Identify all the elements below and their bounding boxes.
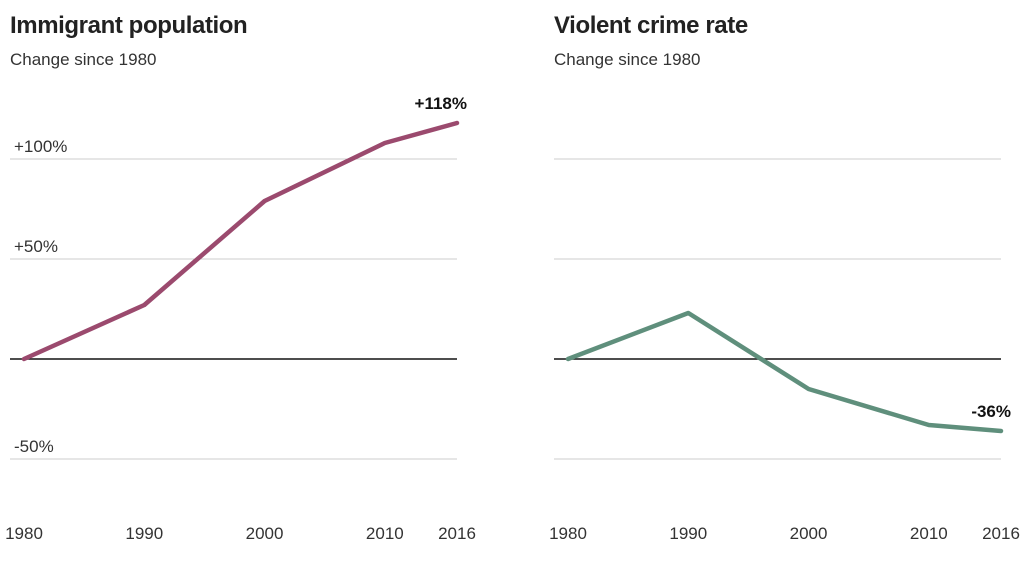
x-tick-label: 2010 <box>910 524 948 543</box>
x-tick-label: 2010 <box>366 524 404 543</box>
y-tick-label: -50% <box>14 437 54 456</box>
x-tick-label: 1980 <box>549 524 587 543</box>
chart-subtitle-immigrant-population: Change since 1980 <box>10 50 157 69</box>
x-tick-label: 2000 <box>246 524 284 543</box>
series-line-violent-crime-rate <box>565 310 1004 434</box>
chart-subtitle-violent-crime-rate: Change since 1980 <box>554 50 701 69</box>
x-tick-label: 1990 <box>669 524 707 543</box>
y-tick-label: +50% <box>14 237 58 256</box>
x-tick-label: 2000 <box>790 524 828 543</box>
x-tick-label: 2016 <box>982 524 1020 543</box>
x-tick-label: 2016 <box>438 524 476 543</box>
end-value-label: +118% <box>415 94 467 113</box>
x-tick-label: 1980 <box>5 524 43 543</box>
y-tick-label: +100% <box>14 137 67 156</box>
x-tick-label: 1990 <box>125 524 163 543</box>
end-value-label: -36% <box>971 402 1011 421</box>
series-line-immigrant-population <box>21 120 460 362</box>
chart-title-violent-crime-rate: Violent crime rate <box>554 12 748 39</box>
chart-title-immigrant-population: Immigrant population <box>10 12 248 39</box>
